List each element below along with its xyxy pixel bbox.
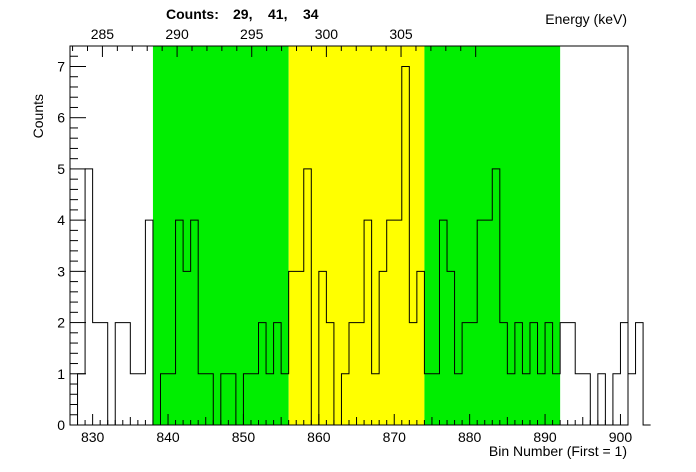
x-tick-label: 860 <box>307 429 331 445</box>
x-tick-label: 880 <box>458 429 482 445</box>
x2-tick-label: 285 <box>91 26 115 42</box>
region-band-2 <box>424 46 561 425</box>
y-tick-label: 2 <box>57 315 65 331</box>
x-tick-label: 850 <box>232 429 256 445</box>
counts-value-center: 41, <box>268 6 287 22</box>
y-tick-label: 7 <box>57 58 65 74</box>
tick-labels: 830 840 850 860 870 880 890 900 0 1 2 3 4 5 6 7 285 290 29… <box>57 26 632 445</box>
y-tick-label: 3 <box>57 263 65 279</box>
y-tick-label: 0 <box>57 417 65 433</box>
x-axis-label: Bin Number (First = 1) <box>489 443 627 459</box>
x-tick-label: 840 <box>156 429 180 445</box>
x2-tick-label: 305 <box>389 26 413 42</box>
y-axis-label: Counts <box>30 94 46 138</box>
histogram-line <box>70 65 651 426</box>
plot-frame <box>69 45 629 426</box>
x2-tick-label: 300 <box>315 26 339 42</box>
y-tick-label: 5 <box>57 161 65 177</box>
x-tick-label: 890 <box>533 429 557 445</box>
x2-tick-label: 295 <box>240 26 264 42</box>
region-bands <box>152 46 561 425</box>
x-tick-label: 870 <box>383 429 407 445</box>
region-band-0 <box>152 46 289 425</box>
x-tick-label: 830 <box>81 429 105 445</box>
counts-value-right: 34 <box>303 6 319 22</box>
counts-label: Counts: <box>166 6 219 22</box>
x2-tick-label: 290 <box>165 26 189 42</box>
x-tick-label: 900 <box>609 429 633 445</box>
x2-axis-label: Energy (keV) <box>545 11 627 27</box>
y-tick-label: 6 <box>57 110 65 126</box>
counts-value-left: 29, <box>233 6 252 22</box>
region-band-1 <box>288 46 425 425</box>
y-tick-label: 4 <box>57 212 65 228</box>
y-tick-label: 1 <box>57 366 65 382</box>
